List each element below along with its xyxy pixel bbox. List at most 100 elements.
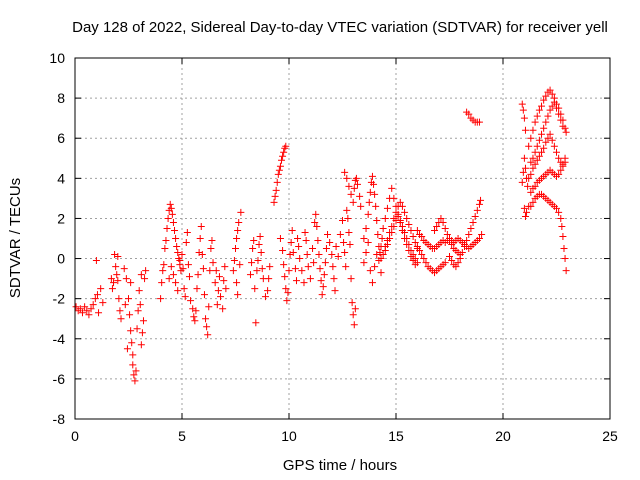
data-point: [332, 243, 340, 251]
data-point: [316, 265, 324, 273]
data-point: [433, 222, 441, 230]
data-point: [390, 194, 398, 202]
data-point: [533, 142, 541, 150]
data-point: [538, 148, 546, 156]
y-tick-label: 0: [57, 251, 65, 267]
data-point: [557, 166, 565, 174]
data-point: [208, 237, 216, 245]
data-point: [302, 237, 310, 245]
data-point: [531, 182, 539, 190]
data-point: [129, 351, 137, 359]
data-point: [546, 86, 554, 94]
data-point: [169, 271, 177, 279]
data-point: [282, 285, 290, 293]
x-tick-label: 15: [388, 428, 404, 444]
data-point: [187, 297, 195, 305]
data-point: [555, 110, 563, 118]
data-point: [329, 263, 337, 271]
data-point: [217, 293, 225, 301]
data-point: [306, 275, 314, 283]
data-point: [131, 377, 139, 385]
data-point: [123, 345, 131, 353]
data-point: [276, 235, 284, 242]
data-point: [166, 200, 174, 208]
data-point: [562, 128, 570, 136]
data-point: [174, 249, 182, 257]
data-point: [142, 267, 150, 275]
data-point: [304, 263, 312, 271]
data-point: [270, 198, 278, 206]
data-point: [230, 257, 238, 265]
data-point: [373, 251, 381, 259]
data-point: [334, 253, 342, 261]
y-tick-label: 10: [49, 50, 65, 66]
data-point: [265, 275, 273, 283]
data-point: [285, 267, 293, 275]
data-point: [207, 245, 215, 253]
data-point: [255, 241, 263, 249]
data-point: [561, 255, 569, 263]
data-point: [273, 178, 281, 186]
data-point: [250, 237, 258, 245]
data-point: [191, 317, 199, 325]
data-point: [550, 142, 558, 150]
data-point: [396, 198, 404, 206]
data-point: [257, 249, 265, 257]
data-point: [529, 154, 537, 162]
data-point: [548, 136, 556, 144]
data-point: [169, 218, 177, 226]
data-point: [206, 267, 214, 275]
data-point: [372, 202, 380, 210]
data-point: [198, 251, 206, 259]
data-point: [212, 267, 220, 275]
data-point: [560, 245, 568, 253]
data-point: [413, 259, 421, 267]
data-point: [280, 148, 288, 156]
data-point: [289, 249, 297, 257]
data-point: [312, 210, 320, 218]
data-point: [85, 311, 93, 319]
x-axis-label: GPS time / hours: [283, 457, 397, 474]
plot-frame: [74, 57, 611, 420]
data-point: [294, 235, 302, 242]
data-point: [193, 285, 201, 293]
data-point: [559, 122, 567, 130]
data-point: [136, 301, 144, 309]
data-point: [553, 148, 560, 156]
data-point: [114, 277, 122, 285]
data-point: [441, 224, 449, 232]
data-point: [331, 287, 339, 295]
data-point: [296, 255, 304, 263]
data-point: [542, 92, 550, 100]
data-point: [336, 230, 344, 238]
data-point: [252, 319, 260, 327]
data-point: [122, 275, 130, 283]
data-point: [347, 190, 355, 198]
data-point: [300, 279, 308, 287]
y-tick-label: 4: [57, 170, 65, 186]
data-point: [388, 228, 396, 236]
data-point: [553, 204, 560, 212]
data-point: [535, 152, 543, 160]
data-point: [527, 158, 535, 166]
data-point: [366, 267, 374, 275]
data-point: [383, 241, 391, 249]
data-point: [283, 297, 291, 305]
data-point: [129, 361, 137, 369]
data-point: [340, 239, 348, 247]
data-point: [81, 303, 89, 311]
data-point: [319, 283, 327, 291]
data-point: [287, 239, 295, 247]
data-point: [172, 235, 180, 242]
data-point: [465, 110, 473, 118]
data-point: [114, 253, 122, 261]
data-point: [527, 188, 535, 196]
data-point: [542, 118, 550, 126]
data-point: [121, 301, 129, 309]
data-point: [383, 204, 391, 212]
data-point: [519, 106, 527, 114]
data-point: [258, 265, 266, 273]
data-point: [309, 245, 317, 253]
data-point: [467, 224, 475, 232]
data-point: [452, 263, 460, 271]
